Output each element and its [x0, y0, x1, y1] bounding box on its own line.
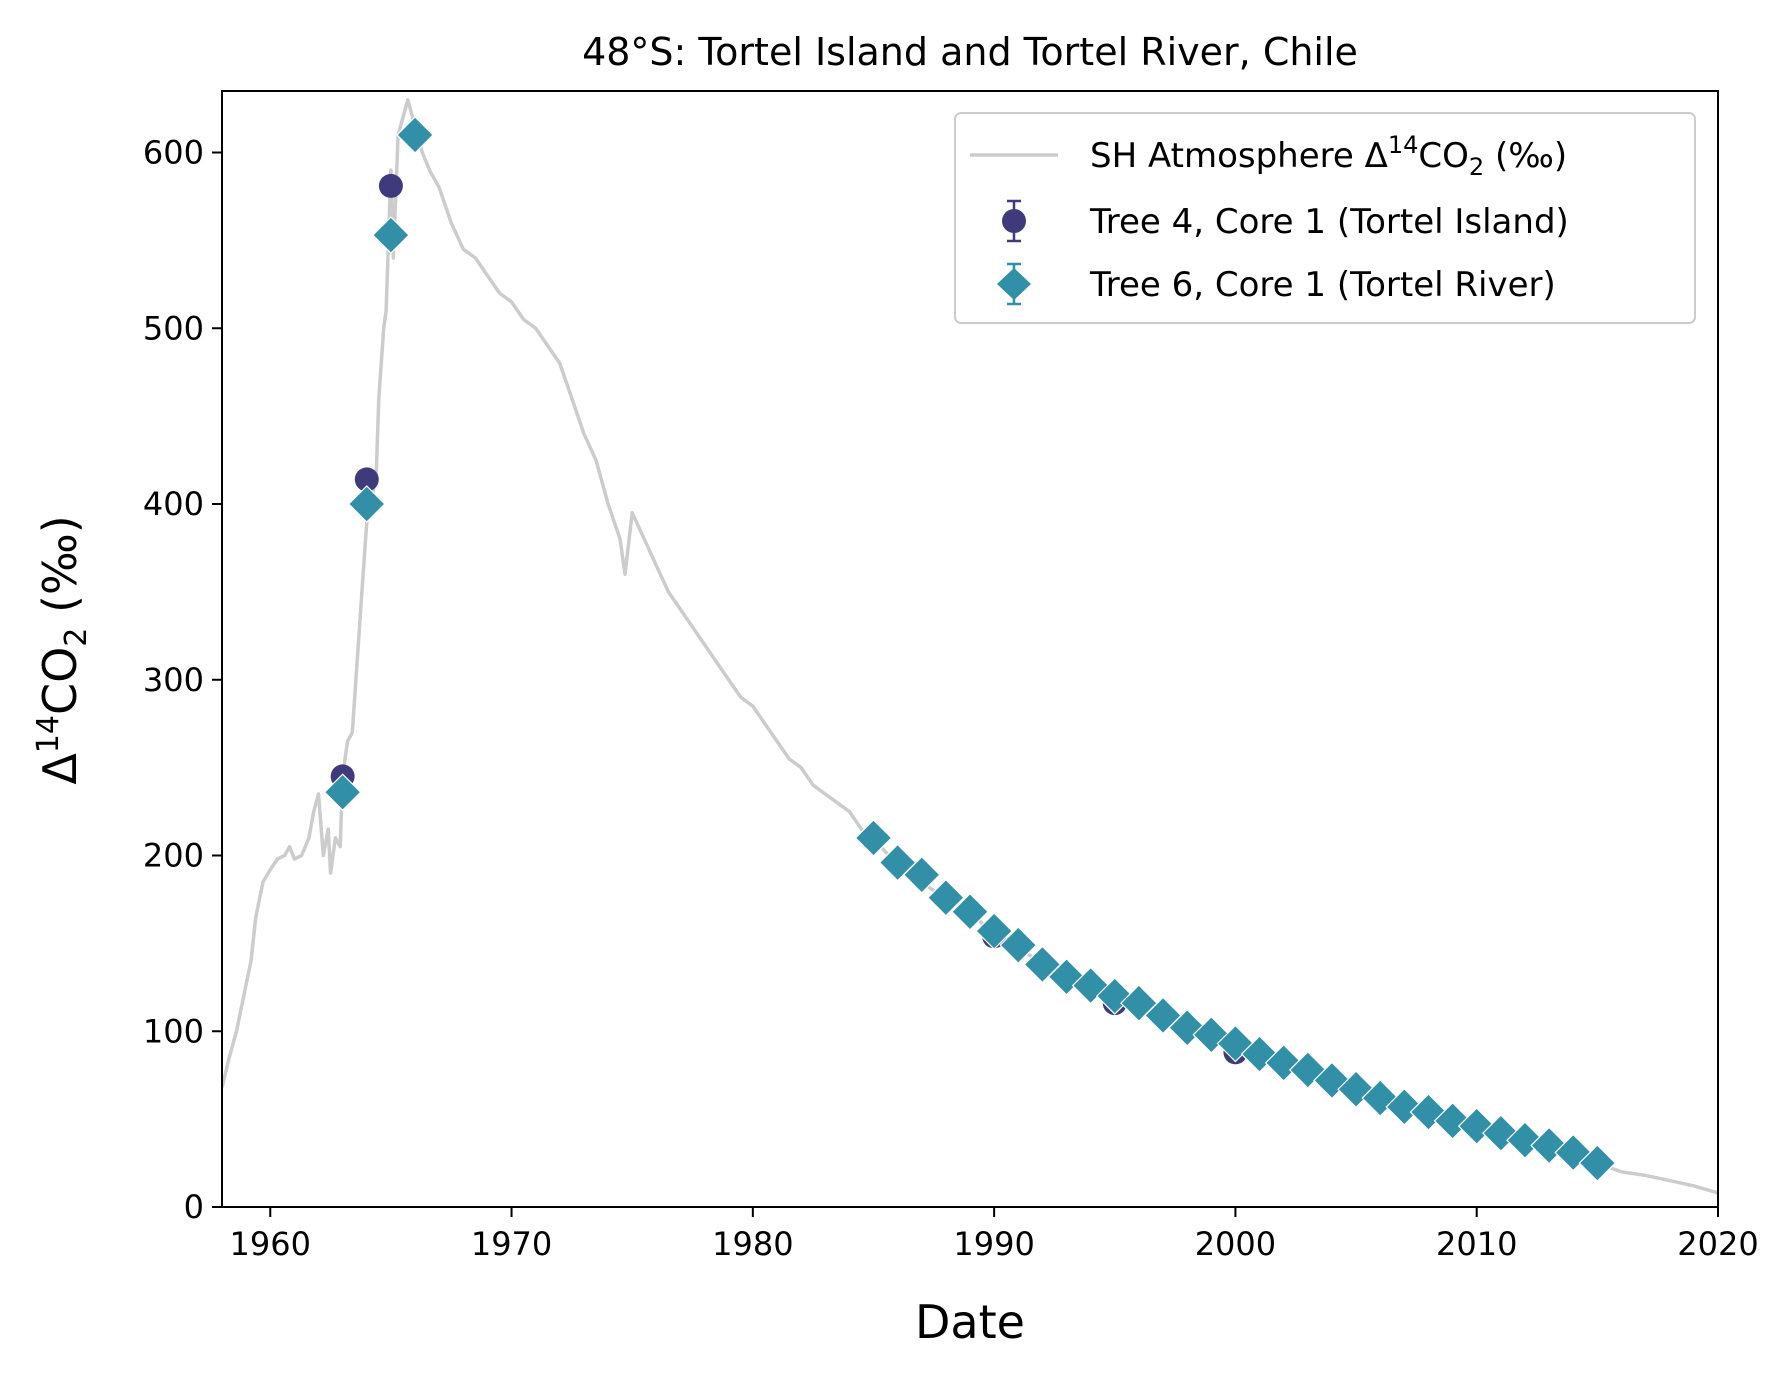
y-tick-label: 500 [143, 309, 204, 347]
tree6-point [1506, 1121, 1544, 1160]
tree6-point [975, 912, 1013, 950]
y-tick-label: 600 [143, 134, 204, 172]
plot-area [222, 98, 1718, 1195]
plot-frame [221, 90, 1719, 1208]
tree6-point [323, 773, 362, 812]
x-tick-label: 1990 [953, 1225, 1034, 1263]
x-axis: 1960 1970 1980 1990 2000 2010 2020 [230, 1207, 1759, 1263]
y-tick-label: 300 [143, 661, 204, 699]
chart-title: 48°S: Tortel Island and Tortel River, Ch… [582, 30, 1358, 74]
y-tick-label: 200 [143, 837, 204, 875]
y-tick-label: 100 [143, 1012, 204, 1050]
tree6-point [902, 855, 941, 894]
x-tick-label: 1970 [471, 1225, 552, 1263]
legend-box [954, 112, 1696, 324]
x-tick-label: 1960 [230, 1225, 311, 1263]
legend-atmosphere-label: SH Atmosphere Δ14CO2 (‰) [1090, 131, 1567, 181]
tree6-point [927, 878, 965, 917]
tree6-point [1144, 996, 1182, 1035]
x-tick-label: 2010 [1436, 1225, 1517, 1263]
legend: SH Atmosphere Δ14CO2 (‰) Tree 4, Core 1 … [954, 112, 1696, 324]
y-axis-title: Δ14CO2 (‰) [31, 515, 94, 784]
tree6-point [951, 892, 989, 931]
tree6-point [1433, 1102, 1472, 1140]
tree6-point [854, 819, 893, 857]
legend-tree6-label: Tree 6, Core 1 (Tortel River) [1089, 265, 1556, 305]
x-tick-label: 2020 [1677, 1225, 1758, 1263]
x-tick-label: 1980 [712, 1225, 793, 1263]
tree6-points [323, 116, 1617, 1182]
y-axis: 0 100 200 300 400 500 600 [143, 134, 222, 1226]
tree6-point [1578, 1144, 1617, 1182]
tree4-point [354, 467, 379, 492]
y-tick-label: 400 [143, 485, 204, 523]
x-tick-label: 2000 [1195, 1225, 1276, 1263]
tree6-point [396, 116, 434, 154]
legend-tree6-marker [997, 262, 1031, 306]
tree6-point [372, 216, 410, 254]
x-axis-title: Date [915, 1295, 1025, 1349]
tree6-point [1385, 1087, 1424, 1126]
tree6-point [347, 485, 386, 523]
tree4-point [378, 173, 403, 198]
y-tick-label: 0 [184, 1188, 204, 1226]
legend-tree4-marker [1002, 199, 1026, 243]
tree6-point [999, 926, 1038, 964]
legend-tree4-label: Tree 4, Core 1 (Tortel Island) [1089, 202, 1569, 242]
